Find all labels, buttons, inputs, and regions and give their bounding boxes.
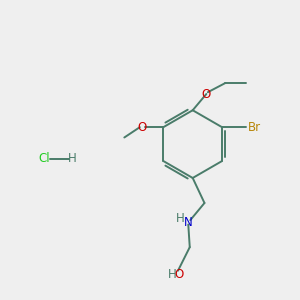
Text: N: N — [184, 216, 193, 229]
Text: Cl: Cl — [38, 152, 50, 165]
Text: O: O — [175, 268, 184, 281]
Text: H: H — [168, 268, 177, 281]
Text: H: H — [68, 152, 76, 165]
Text: O: O — [137, 121, 147, 134]
Text: O: O — [202, 88, 211, 100]
Text: H: H — [176, 212, 184, 225]
Text: Br: Br — [248, 121, 261, 134]
